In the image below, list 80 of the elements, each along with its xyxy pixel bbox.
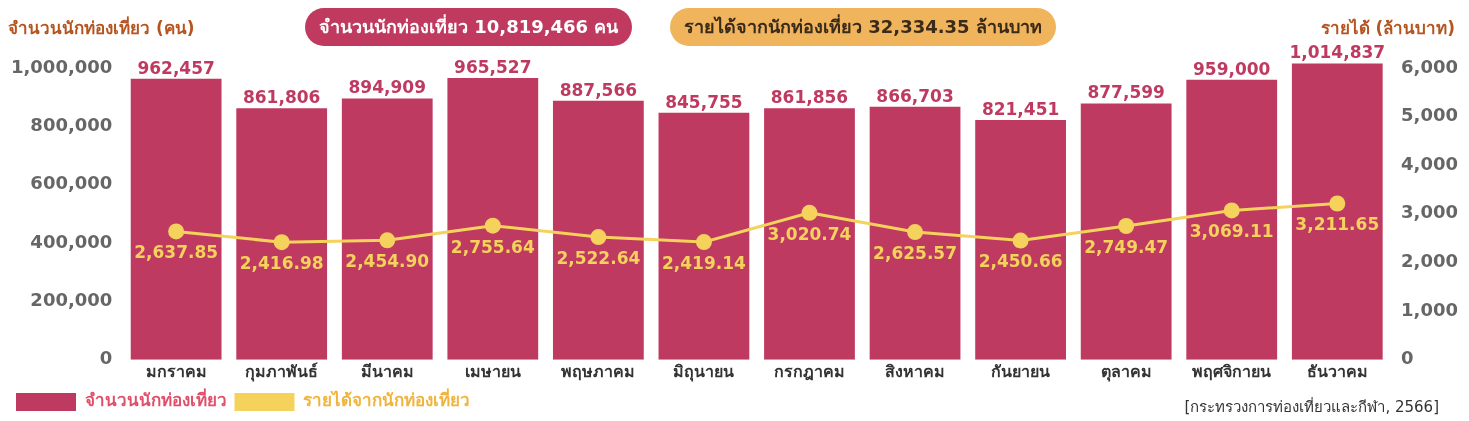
bar bbox=[975, 119, 1066, 360]
y-tick-label: 0 bbox=[99, 347, 113, 369]
y2-tick-label: 4,000 bbox=[1401, 152, 1458, 174]
y2-tick-label: 3,000 bbox=[1401, 201, 1458, 223]
data-label: 959,000 bbox=[1193, 58, 1271, 79]
y-tick-label: 400,000 bbox=[30, 230, 113, 252]
x-tick-label: มกราคม bbox=[145, 361, 207, 381]
data-label: 877,599 bbox=[1087, 82, 1165, 103]
x-tick-label: เมษายน bbox=[464, 361, 521, 381]
y-axis-title: จำนวนนักท่องเที่ยว (คน) bbox=[8, 15, 195, 40]
y2-tick-label: 6,000 bbox=[1401, 55, 1458, 77]
y2-tick-label: 2,000 bbox=[1401, 250, 1458, 272]
bar bbox=[869, 106, 961, 360]
y2-tick-label: 0 bbox=[1401, 347, 1414, 369]
text: [กระทรวงการท่องเที่ยวและกีฬา, 2566] bbox=[1184, 396, 1439, 418]
point bbox=[168, 223, 185, 240]
point bbox=[379, 232, 396, 249]
point bbox=[590, 229, 607, 246]
data-label: 894,909 bbox=[348, 77, 426, 98]
y2-tick-label: 1,000 bbox=[1401, 298, 1458, 320]
bar bbox=[236, 108, 328, 360]
data-label: 962,457 bbox=[137, 57, 215, 78]
x-tick-label: กรกฎาคม bbox=[773, 361, 845, 381]
bar bbox=[1291, 63, 1383, 360]
data-label: 2,419.14 bbox=[661, 253, 747, 274]
data-label: 2,749.47 bbox=[1084, 236, 1169, 257]
bar bbox=[341, 98, 433, 360]
data-label: 2,454.90 bbox=[345, 251, 430, 272]
bar bbox=[447, 77, 539, 360]
x-tick-label: สิงหาคม bbox=[885, 361, 946, 381]
text: รายได้จากนักท่องเที่ยว 32,334.35 ล้านบาท bbox=[670, 8, 1056, 46]
x-tick-label: พฤษภาคม bbox=[561, 361, 636, 381]
x-tick-label: ธันวาคม bbox=[1306, 361, 1368, 381]
point bbox=[695, 234, 712, 251]
bar bbox=[764, 108, 855, 360]
text: จำนวนนักท่องเที่ยว 10,819,466 คน bbox=[305, 8, 633, 46]
y-tick-label: 200,000 bbox=[30, 289, 113, 311]
data-label: 2,522.64 bbox=[556, 247, 641, 268]
x-tick-label: กันยายน bbox=[991, 361, 1051, 381]
x-tick-label: มีนาคม bbox=[360, 361, 414, 381]
data-label: 3,069.11 bbox=[1189, 221, 1274, 242]
data-label: 845,755 bbox=[665, 91, 743, 112]
data-label: 2,755.64 bbox=[450, 236, 535, 257]
bar bbox=[552, 100, 644, 360]
x-tick-label: กุมภาพันธ์ bbox=[245, 361, 319, 382]
point bbox=[1118, 218, 1135, 235]
y2-axis-title: รายได้ (ล้านบาท) bbox=[1320, 17, 1455, 40]
x-tick-label: พฤศจิกายน bbox=[1192, 361, 1272, 381]
data-label: 887,566 bbox=[559, 79, 638, 100]
bar bbox=[1080, 103, 1172, 360]
data-label: 3,020.74 bbox=[767, 223, 852, 244]
point bbox=[1223, 202, 1240, 219]
x-tick-label: มิถุนายน bbox=[673, 361, 735, 382]
data-label: 2,625.57 bbox=[873, 242, 957, 263]
data-label: 821,451 bbox=[981, 98, 1060, 119]
point bbox=[273, 234, 290, 251]
data-label: 3,211.65 bbox=[1295, 214, 1380, 235]
point bbox=[801, 204, 818, 221]
data-label: 2,637.85 bbox=[134, 242, 219, 263]
data-label: 866,703 bbox=[876, 85, 954, 106]
y-tick-label: 1,000,000 bbox=[10, 55, 113, 77]
y2-tick-label: 5,000 bbox=[1401, 104, 1458, 126]
data-label: 1,014,837 bbox=[1289, 42, 1386, 63]
y-tick-label: 800,000 bbox=[30, 113, 113, 135]
data-label: 861,856 bbox=[770, 87, 849, 108]
data-label: 2,416.98 bbox=[239, 253, 324, 274]
data-label: 2,450.66 bbox=[978, 251, 1063, 272]
legend-label: จำนวนนักท่องเที่ยว bbox=[84, 388, 227, 411]
data-label: 965,527 bbox=[454, 56, 532, 77]
x-tick-label: ตุลาคม bbox=[1100, 361, 1152, 382]
bar bbox=[130, 78, 222, 360]
point bbox=[1329, 195, 1346, 212]
y-tick-label: 600,000 bbox=[30, 172, 113, 194]
legend-label: รายได้จากนักท่องเที่ยว bbox=[303, 388, 470, 411]
point bbox=[907, 224, 924, 241]
point bbox=[484, 217, 501, 234]
data-label: 861,806 bbox=[242, 87, 321, 108]
point bbox=[1012, 232, 1029, 249]
bar bbox=[658, 112, 750, 360]
bar bbox=[1186, 79, 1278, 360]
